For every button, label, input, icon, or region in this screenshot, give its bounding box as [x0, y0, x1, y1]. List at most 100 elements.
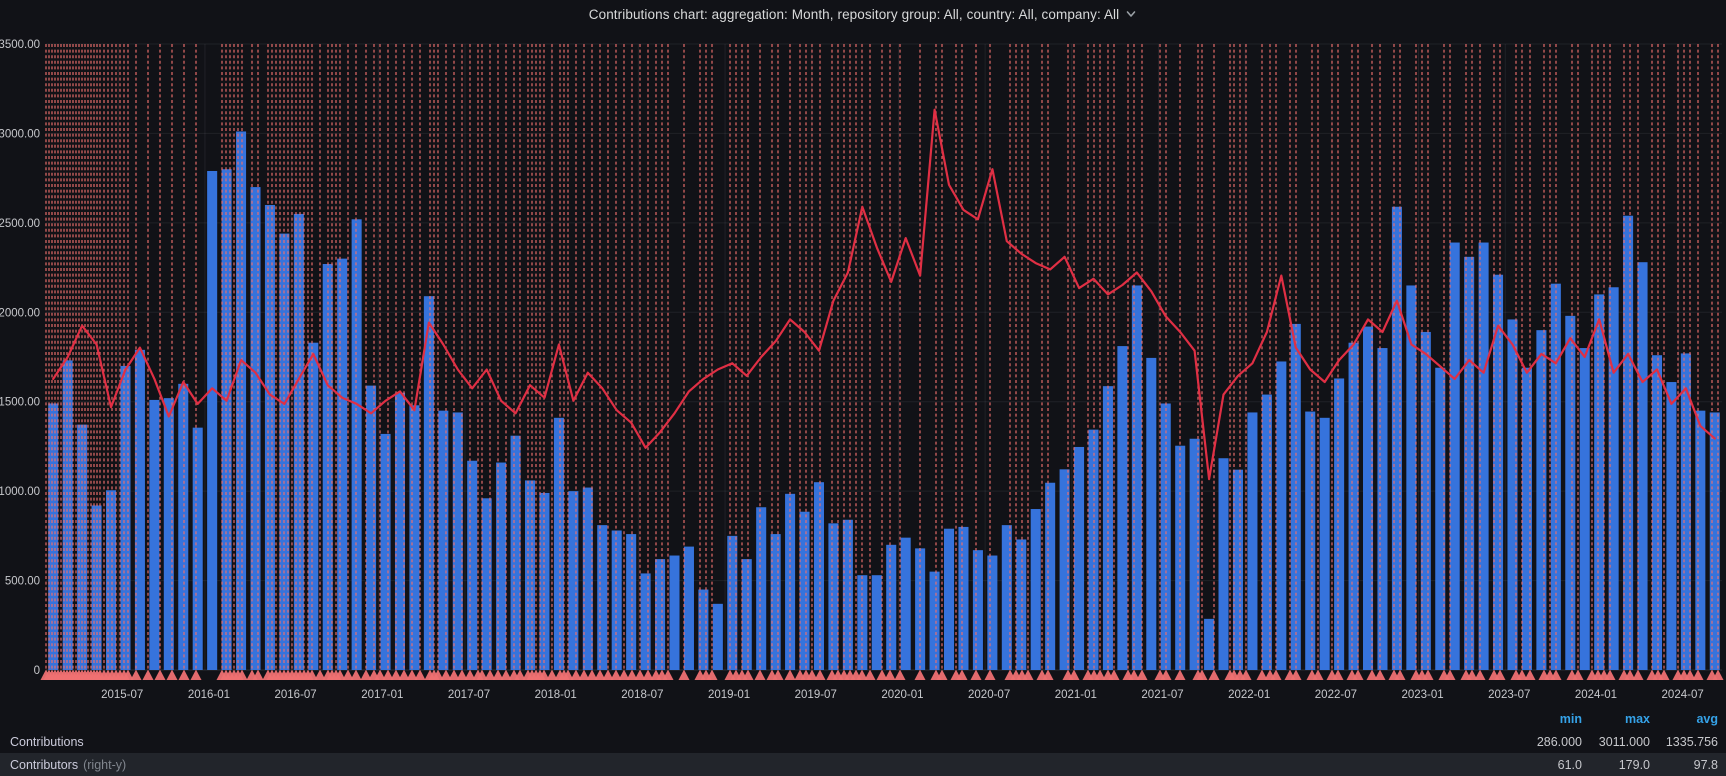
contributions-bar-2018-11[interactable]: [698, 589, 709, 670]
contributions-bar-2018-09[interactable]: [669, 555, 680, 670]
contributions-bar-2016-11[interactable]: [351, 219, 362, 670]
annotation-marker-icon[interactable]: [970, 669, 982, 681]
contributions-bar-2023-02[interactable]: [1435, 367, 1446, 670]
annotation-marker-icon[interactable]: [154, 669, 166, 681]
annotation-marker-icon[interactable]: [1466, 669, 1478, 681]
contributions-bar-2023-01[interactable]: [1420, 331, 1431, 670]
annotation-marker-icon[interactable]: [464, 669, 476, 681]
annotation-marker-icon[interactable]: [806, 669, 818, 681]
annotation-marker-icon[interactable]: [856, 669, 868, 681]
annotation-marker-icon[interactable]: [1366, 669, 1378, 681]
annotation-marker-icon[interactable]: [894, 669, 906, 681]
contributions-bar-2019-06[interactable]: [799, 511, 810, 670]
annotation-marker-icon[interactable]: [1160, 669, 1172, 681]
annotation-marker-icon[interactable]: [1196, 669, 1208, 681]
annotation-marker-icon[interactable]: [236, 669, 248, 681]
annotation-marker-icon[interactable]: [1604, 669, 1616, 681]
annotation-marker-icon[interactable]: [178, 669, 190, 681]
contributions-bar-2020-06[interactable]: [972, 550, 983, 670]
contributions-bar-2022-01[interactable]: [1247, 412, 1258, 670]
annotation-marker-icon[interactable]: [1550, 669, 1562, 681]
annotation-marker-icon[interactable]: [432, 669, 444, 681]
contributions-bar-2023-06[interactable]: [1493, 274, 1504, 670]
annotation-marker-icon[interactable]: [142, 669, 154, 681]
legend-series-contributors[interactable]: Contributors: [10, 757, 79, 772]
annotation-marker-icon[interactable]: [618, 669, 630, 681]
annotation-marker-icon[interactable]: [678, 669, 690, 681]
annotation-marker-icon[interactable]: [1332, 669, 1344, 681]
contributions-bar-2021-06[interactable]: [1146, 357, 1157, 670]
annotation-marker-icon[interactable]: [1374, 669, 1386, 681]
contributions-bar-2018-05[interactable]: [611, 530, 622, 670]
contributions-bar-2021-10[interactable]: [1204, 618, 1215, 670]
contributions-bar-2018-02[interactable]: [568, 491, 579, 670]
annotation-marker-icon[interactable]: [1022, 669, 1034, 681]
contributions-bar-2016-03[interactable]: [236, 131, 247, 671]
annotation-marker-icon[interactable]: [586, 669, 598, 681]
contributions-bar-2021-09[interactable]: [1189, 438, 1200, 670]
contributions-bar-2015-02[interactable]: [48, 403, 59, 670]
legend-col-min[interactable]: min: [1559, 712, 1582, 726]
contributions-bar-2021-05[interactable]: [1131, 285, 1142, 670]
annotation-marker-icon[interactable]: [1422, 669, 1434, 681]
contributions-bar-2019-03[interactable]: [756, 507, 767, 670]
contributions-bar-2024-01[interactable]: [1594, 294, 1605, 670]
annotation-marker-icon[interactable]: [1094, 669, 1106, 681]
contributions-bar-2023-12[interactable]: [1579, 348, 1590, 670]
contributions-bar-2020-08[interactable]: [1001, 525, 1012, 670]
annotation-marker-icon[interactable]: [1128, 669, 1140, 681]
contributions-bar-2017-02[interactable]: [394, 392, 406, 670]
annotation-marker-icon[interactable]: [642, 669, 654, 681]
contributions-bar-2019-11[interactable]: [871, 575, 882, 670]
annotation-marker-icon[interactable]: [538, 669, 550, 681]
contributions-bar-2018-04[interactable]: [597, 525, 608, 670]
contributions-bar-2018-03[interactable]: [582, 487, 593, 670]
annotation-marker-icon[interactable]: [166, 669, 178, 681]
annotation-marker-icon[interactable]: [1270, 669, 1282, 681]
annotation-marker-icon[interactable]: [754, 669, 766, 681]
contributions-bar-2020-12[interactable]: [1059, 469, 1070, 670]
contributions-bar-2017-05[interactable]: [438, 410, 449, 670]
contributions-bar-2019-12[interactable]: [886, 544, 897, 670]
annotation-marker-icon[interactable]: [130, 669, 142, 681]
contributions-bar-2024-03[interactable]: [1623, 215, 1634, 670]
contributions-bar-2017-08[interactable]: [481, 498, 492, 670]
panel-menu-button[interactable]: Contributions chart: aggregation: Month,…: [0, 0, 1726, 28]
annotation-marker-icon[interactable]: [1444, 669, 1456, 681]
annotation-marker-icon[interactable]: [814, 669, 826, 681]
contributions-bar-2023-08[interactable]: [1521, 367, 1532, 670]
contributions-bar-2017-09[interactable]: [496, 462, 507, 670]
contributions-bar-2020-07[interactable]: [987, 555, 998, 670]
annotation-marker-icon[interactable]: [492, 669, 504, 681]
annotation-marker-icon[interactable]: [350, 669, 362, 681]
annotation-marker-icon[interactable]: [1394, 669, 1406, 681]
annotation-marker-icon[interactable]: [1352, 669, 1364, 681]
annotation-marker-icon[interactable]: [610, 669, 622, 681]
contributions-bar-2017-12[interactable]: [539, 492, 550, 670]
contributions-bar-2016-01[interactable]: [207, 170, 218, 670]
annotation-marker-icon[interactable]: [578, 669, 590, 681]
contributions-bar-2017-03[interactable]: [409, 405, 420, 670]
contributions-bar-2020-11[interactable]: [1045, 482, 1056, 670]
contributions-bar-2017-10[interactable]: [510, 435, 521, 670]
contributions-bar-2024-07[interactable]: [1680, 353, 1691, 670]
legend-col-avg[interactable]: avg: [1696, 712, 1718, 726]
contributions-bar-2016-10[interactable]: [337, 258, 348, 670]
annotation-marker-icon[interactable]: [342, 669, 354, 681]
annotation-marker-icon[interactable]: [1474, 669, 1486, 681]
annotation-marker-icon[interactable]: [984, 669, 996, 681]
contributions-bar-2017-01[interactable]: [380, 433, 391, 670]
contributions-bar-2018-06[interactable]: [626, 534, 637, 670]
annotation-marker-icon[interactable]: [456, 669, 468, 681]
annotation-marker-icon[interactable]: [1256, 669, 1268, 681]
annotation-marker-icon[interactable]: [1108, 669, 1120, 681]
contributions-bar-2019-01[interactable]: [727, 535, 738, 670]
contributions-bar-2024-06[interactable]: [1666, 382, 1677, 670]
annotation-marker-icon[interactable]: [1712, 669, 1724, 681]
contributions-bar-2022-06[interactable]: [1319, 417, 1330, 670]
annotation-marker-icon[interactable]: [546, 669, 558, 681]
contributions-bar-2020-01[interactable]: [900, 537, 911, 670]
contributions-bar-2019-02[interactable]: [741, 559, 752, 670]
annotation-marker-icon[interactable]: [448, 669, 460, 681]
annotation-marker-icon[interactable]: [914, 669, 926, 681]
